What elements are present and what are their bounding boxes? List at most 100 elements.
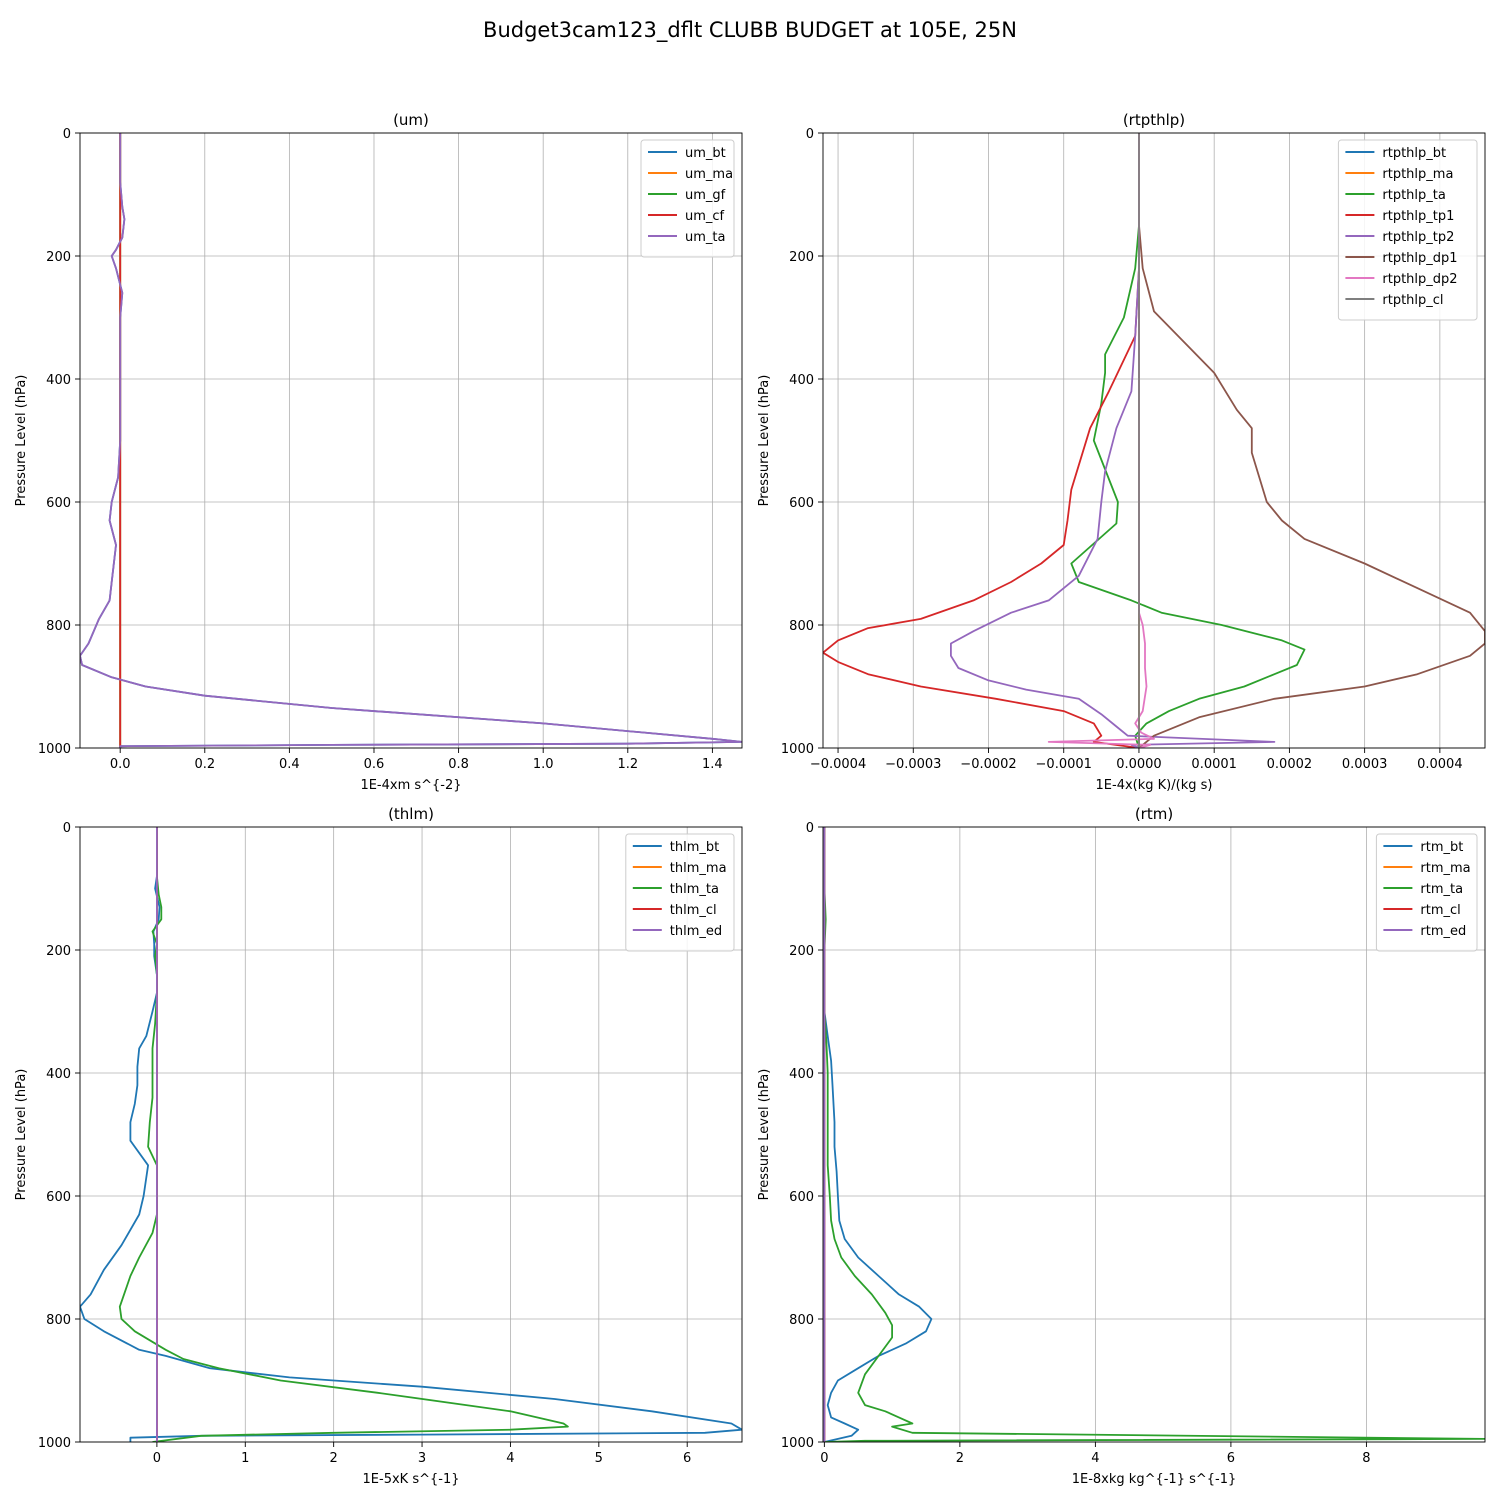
- y-tick-label: 600: [46, 1190, 71, 1205]
- x-tick-label: 2: [330, 1451, 338, 1466]
- subplot-title: (thlm): [388, 805, 434, 823]
- x-tick-label: 0.0004: [1417, 757, 1463, 772]
- y-tick-label: 1000: [38, 742, 71, 757]
- series-line-rtm_ta: [823, 827, 1485, 1442]
- x-tick-label: 1.0: [533, 757, 554, 772]
- y-tick-label: 0: [63, 127, 71, 142]
- series-group: [80, 133, 742, 748]
- legend-label: um_gf: [685, 188, 726, 203]
- x-tick-label: 1.4: [702, 757, 723, 772]
- x-axis-label: 1E-4x(kg K)/(kg s): [1096, 778, 1213, 793]
- x-tick-label: 0.2: [194, 757, 215, 772]
- subplot-title: (rtpthlp): [1123, 111, 1185, 129]
- y-tick-label: 0: [63, 821, 71, 836]
- x-tick-label: 0.0002: [1267, 757, 1313, 772]
- legend-label: rtpthlp_cl: [1382, 293, 1443, 308]
- series-group: [80, 827, 742, 1442]
- axes-frame: [822, 132, 1486, 749]
- legend-label: thlm_ed: [670, 924, 722, 939]
- legend-label: thlm_ma: [670, 861, 727, 876]
- legend-frame: [1337, 139, 1478, 321]
- legend-label: rtm_ed: [1420, 924, 1466, 939]
- x-tick-label: 0.4: [279, 757, 300, 772]
- legend-label: rtpthlp_ta: [1382, 188, 1445, 203]
- x-tick-label: 0.0000: [1116, 757, 1162, 772]
- legend-label: thlm_ta: [670, 882, 719, 897]
- x-tick-label: −0.0004: [810, 757, 866, 772]
- subplot-rtm: 0 2 4 6 8 0 200 400 600 800 1000 (rtm) 1E-8xkg kg^{-…: [757, 805, 1486, 1487]
- x-tick-label: 0.0: [110, 757, 131, 772]
- axes-frame: [79, 132, 743, 749]
- axes-frame: [822, 826, 1486, 1443]
- subplot-title: (rtm): [1135, 805, 1173, 823]
- x-tick-label: −0.0001: [1036, 757, 1092, 772]
- legend: um_bt um_ma um_gf um_cf um_ta: [640, 139, 735, 258]
- legend-label: um_bt: [685, 146, 726, 161]
- y-tick-label: 200: [789, 250, 814, 265]
- legend-label: rtpthlp_tp1: [1382, 209, 1454, 224]
- series-line-um_ta: [80, 133, 742, 748]
- subplot-title: (um): [393, 111, 429, 129]
- legend-frame: [1375, 833, 1478, 952]
- legend-label: rtm_ta: [1420, 882, 1463, 897]
- y-tick-label: 800: [789, 619, 814, 634]
- y-tick-label: 400: [46, 1067, 71, 1082]
- x-tick-label: 3: [418, 1451, 426, 1466]
- series-line-rtm_bt: [823, 827, 933, 1442]
- y-tick-label: 400: [789, 373, 814, 388]
- x-tick-label: −0.0002: [960, 757, 1016, 772]
- x-tick-label: 8: [1362, 1451, 1370, 1466]
- legend-label: thlm_cl: [670, 903, 717, 918]
- legend-frame: [640, 139, 735, 258]
- x-tick-label: 0.0001: [1191, 757, 1237, 772]
- y-axis-label: Pressure Level (hPa): [757, 375, 772, 507]
- axes-frame: [79, 826, 743, 1443]
- y-tick-label: 0: [806, 127, 814, 142]
- x-tick-label: 0: [820, 1451, 828, 1466]
- subplot-rtpthlp: −0.0004 −0.0003 −0.0002 −0.0001 0.0000 0.0001…: [757, 111, 1486, 793]
- series-line-rtpthlp_tp2: [950, 133, 1276, 748]
- y-tick-label: 400: [46, 373, 71, 388]
- y-axis-label: Pressure Level (hPa): [757, 1069, 772, 1201]
- legend-label: rtm_cl: [1420, 903, 1460, 918]
- series-line-thlm_bt: [80, 827, 742, 1442]
- legend-label: rtpthlp_tp2: [1382, 230, 1454, 245]
- y-axis-label: Pressure Level (hPa): [14, 1069, 29, 1201]
- series-group: [823, 827, 1485, 1442]
- x-tick-label: 2: [956, 1451, 964, 1466]
- x-tick-label: 0.8: [448, 757, 469, 772]
- y-tick-label: 600: [789, 496, 814, 511]
- x-tick-label: 1.2: [617, 757, 638, 772]
- y-tick-label: 0: [806, 821, 814, 836]
- x-tick-label: 4: [1091, 1451, 1099, 1466]
- x-tick-label: −0.0003: [885, 757, 941, 772]
- legend-label: um_cf: [685, 209, 725, 224]
- x-tick-label: 1: [241, 1451, 249, 1466]
- y-tick-label: 200: [46, 250, 71, 265]
- x-tick-label: 6: [683, 1451, 691, 1466]
- legend-label: rtm_ma: [1420, 861, 1470, 876]
- y-tick-label: 1000: [38, 1436, 71, 1451]
- legend-label: um_ma: [685, 167, 733, 182]
- x-tick-label: 0.0003: [1342, 757, 1388, 772]
- y-tick-label: 800: [46, 1313, 71, 1328]
- subplot-um: 0.0 0.2 0.4 0.6 0.8 1.0 1.2 1.4 0 200 400 600 800 100…: [14, 111, 743, 793]
- x-tick-label: 6: [1227, 1451, 1235, 1466]
- legend: thlm_bt thlm_ma thlm_ta thlm_cl thlm_ed: [625, 833, 735, 952]
- legend-label: thlm_bt: [670, 840, 719, 855]
- legend: rtm_bt rtm_ma rtm_ta rtm_cl rtm_ed: [1375, 833, 1478, 952]
- figure-title: Budget3cam123_dflt CLUBB BUDGET at 105E,…: [483, 18, 1017, 43]
- legend-label: rtm_bt: [1420, 840, 1463, 855]
- series-line-rtpthlp_tp1: [823, 133, 1140, 748]
- x-tick-label: 5: [595, 1451, 603, 1466]
- legend-label: rtpthlp_bt: [1382, 146, 1446, 161]
- y-tick-label: 1000: [781, 742, 814, 757]
- legend-label: rtpthlp_dp1: [1382, 251, 1457, 266]
- y-tick-label: 200: [789, 944, 814, 959]
- x-tick-label: 0: [153, 1451, 161, 1466]
- series-line-rtpthlp_dp1: [1138, 133, 1485, 748]
- legend-label: rtpthlp_ma: [1382, 167, 1453, 182]
- y-axis-label: Pressure Level (hPa): [14, 375, 29, 507]
- y-tick-label: 800: [46, 619, 71, 634]
